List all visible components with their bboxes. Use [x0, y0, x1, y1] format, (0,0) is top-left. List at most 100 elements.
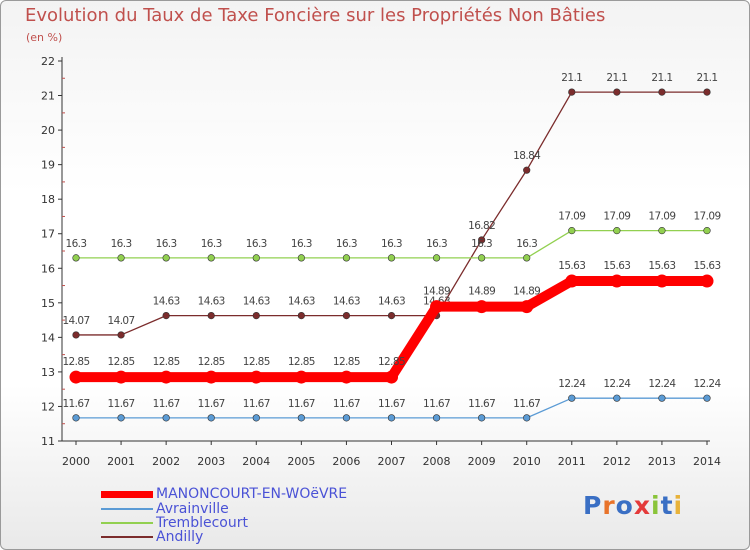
data-label-manoncourt: 12.85: [62, 356, 89, 368]
data-point-tremblecourt: [523, 254, 531, 262]
data-point-andilly: [342, 312, 351, 320]
data-label-tremblecourt: 17.09: [648, 211, 675, 223]
y-tick-label: 20: [41, 124, 55, 137]
logo-letter: o: [615, 491, 634, 520]
x-tick-label: 2001: [107, 455, 135, 468]
data-point-andilly: [297, 312, 305, 320]
proxiti-logo: Proxiti: [583, 491, 683, 520]
data-point-avrainville: [342, 414, 351, 422]
data-point-tremblecourt: [568, 227, 576, 235]
data-label-tremblecourt: 16.3: [471, 238, 492, 250]
data-point-andilly: [523, 166, 531, 174]
x-tick-label: 2009: [468, 455, 496, 468]
data-point-manoncourt: [339, 370, 353, 384]
data-label-avrainville: 11.67: [153, 398, 180, 410]
legend-label-manoncourt: MANONCOURT-EN-WOëVRE: [156, 486, 348, 502]
data-label-tremblecourt: 16.3: [291, 238, 312, 250]
data-label-tremblecourt: 17.09: [603, 211, 630, 223]
x-tick-label: 2006: [332, 455, 360, 468]
data-point-manoncourt: [294, 370, 308, 384]
data-label-andilly: 14.63: [153, 296, 180, 308]
logo-letter: i: [651, 491, 661, 520]
data-point-avrainville: [297, 414, 305, 422]
y-tick-label: 18: [41, 193, 55, 206]
data-point-avrainville: [252, 414, 260, 422]
data-point-manoncourt: [700, 274, 714, 288]
data-point-andilly: [568, 88, 576, 96]
data-point-avrainville: [703, 394, 711, 402]
data-label-andilly: 21.1: [651, 72, 672, 84]
data-point-manoncourt: [204, 370, 218, 384]
logo-letter: r: [602, 491, 616, 520]
data-label-andilly: 14.63: [378, 296, 405, 308]
data-point-avrainville: [523, 414, 531, 422]
data-label-avrainville: 11.67: [513, 398, 540, 410]
data-point-avrainville: [117, 414, 125, 422]
data-point-tremblecourt: [342, 254, 351, 262]
x-tick-label: 2012: [603, 455, 631, 468]
y-tick-label: 11: [41, 435, 55, 448]
data-label-tremblecourt: 16.3: [381, 238, 402, 250]
data-point-manoncourt: [159, 370, 173, 384]
x-tick-label: 2013: [648, 455, 676, 468]
data-label-manoncourt: 12.85: [333, 356, 360, 368]
data-label-andilly: 14.63: [288, 296, 315, 308]
data-point-tremblecourt: [613, 227, 621, 235]
data-point-tremblecourt: [703, 227, 711, 235]
data-label-tremblecourt: 16.3: [336, 238, 357, 250]
data-point-tremblecourt: [72, 254, 80, 262]
data-label-manoncourt: 12.85: [108, 356, 135, 368]
data-point-avrainville: [658, 394, 666, 402]
data-label-manoncourt: 15.63: [603, 260, 630, 272]
data-point-avrainville: [613, 394, 621, 402]
data-point-andilly: [658, 88, 666, 96]
data-label-avrainville: 12.24: [603, 378, 631, 390]
data-label-andilly: 14.63: [333, 296, 360, 308]
legend-swatch-andilly: [101, 536, 153, 538]
data-label-manoncourt: 14.89: [513, 286, 540, 298]
data-label-andilly: 14.07: [108, 315, 135, 327]
logo-letter: P: [583, 491, 603, 520]
data-label-andilly: 14.63: [198, 296, 225, 308]
data-label-manoncourt: 12.85: [243, 356, 270, 368]
data-label-avrainville: 11.67: [198, 398, 225, 410]
y-tick-label: 16: [41, 262, 55, 275]
data-label-avrainville: 11.67: [108, 398, 135, 410]
data-label-manoncourt: 15.63: [693, 260, 720, 272]
data-point-andilly: [72, 331, 80, 339]
data-label-avrainville: 11.67: [423, 398, 450, 410]
data-point-avrainville: [432, 414, 441, 422]
data-label-manoncourt: 12.85: [378, 356, 405, 368]
data-label-avrainville: 11.67: [243, 398, 270, 410]
data-point-tremblecourt: [297, 254, 305, 262]
y-axis-unit: (en %): [26, 31, 63, 44]
data-label-avrainville: 11.67: [62, 398, 89, 410]
data-label-andilly: 21.1: [606, 72, 627, 84]
chart-title: Evolution du Taux de Taxe Foncière sur l…: [25, 5, 606, 26]
data-point-manoncourt: [430, 300, 444, 314]
data-point-andilly: [162, 312, 170, 320]
legend-swatch-tremblecourt: [101, 522, 153, 524]
x-tick-label: 2010: [513, 455, 541, 468]
data-label-andilly: 14.63: [243, 296, 270, 308]
data-label-avrainville: 12.24: [648, 378, 676, 390]
x-tick-label: 2007: [378, 455, 406, 468]
data-point-manoncourt: [655, 274, 669, 288]
data-label-tremblecourt: 16.3: [111, 238, 132, 250]
data-label-andilly: 18.84: [513, 150, 541, 162]
data-point-manoncourt: [610, 274, 624, 288]
data-label-andilly: 21.1: [697, 72, 718, 84]
data-point-avrainville: [387, 414, 396, 422]
data-point-avrainville: [207, 414, 215, 422]
logo-letter: i: [673, 491, 684, 520]
data-point-tremblecourt: [117, 254, 125, 262]
x-tick-label: 2005: [287, 455, 315, 468]
legend-swatch-avrainville: [101, 508, 153, 510]
data-label-tremblecourt: 16.3: [426, 238, 447, 250]
legend-label-andilly: Andilly: [156, 529, 204, 545]
data-point-avrainville: [162, 414, 170, 422]
y-tick-label: 12: [41, 400, 55, 413]
data-point-manoncourt: [520, 300, 534, 314]
